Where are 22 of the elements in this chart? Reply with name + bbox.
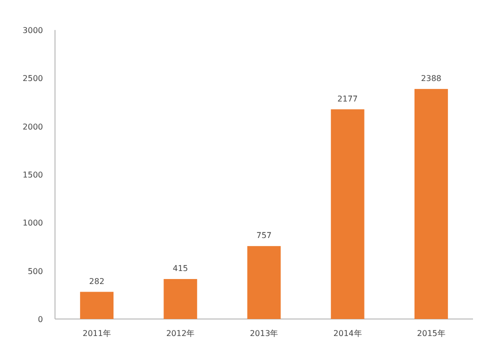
- x-tick-label: 2014年: [333, 329, 362, 338]
- data-label: 2177: [337, 94, 358, 104]
- data-label: 757: [256, 231, 272, 240]
- data-label: 282: [89, 276, 104, 286]
- x-tick-label: 2011年: [82, 329, 111, 338]
- bar: [414, 88, 448, 319]
- data-label: 415: [172, 264, 188, 274]
- bar: [247, 246, 281, 319]
- y-tick-label: 1500: [22, 170, 43, 180]
- y-tick-label: 1000: [22, 218, 43, 228]
- y-tick-label: 3000: [22, 26, 43, 35]
- x-tick-label: 2013年: [250, 329, 278, 338]
- y-tick-label: 2000: [22, 122, 43, 132]
- bar: [80, 292, 114, 319]
- data-label: 2388: [421, 74, 442, 83]
- y-tick-label: 0: [38, 315, 43, 324]
- y-tick-label: 2500: [22, 74, 43, 84]
- bar: [330, 109, 364, 319]
- x-tick-label: 2012年: [166, 329, 195, 338]
- x-tick-label: 2015年: [417, 329, 446, 338]
- y-tick-label: 500: [28, 266, 43, 276]
- bar: [164, 279, 198, 319]
